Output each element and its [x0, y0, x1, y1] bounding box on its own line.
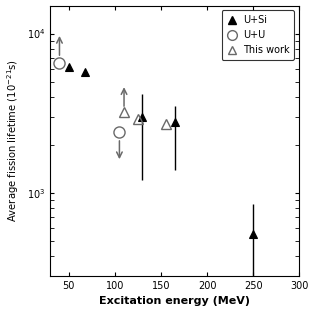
- X-axis label: Excitation energy (MeV): Excitation energy (MeV): [99, 296, 250, 306]
- Y-axis label: Average fission lifetime (10$^{-21}$s): Average fission lifetime (10$^{-21}$s): [6, 59, 21, 222]
- Legend: U+Si, U+U, This work: U+Si, U+U, This work: [221, 10, 295, 60]
